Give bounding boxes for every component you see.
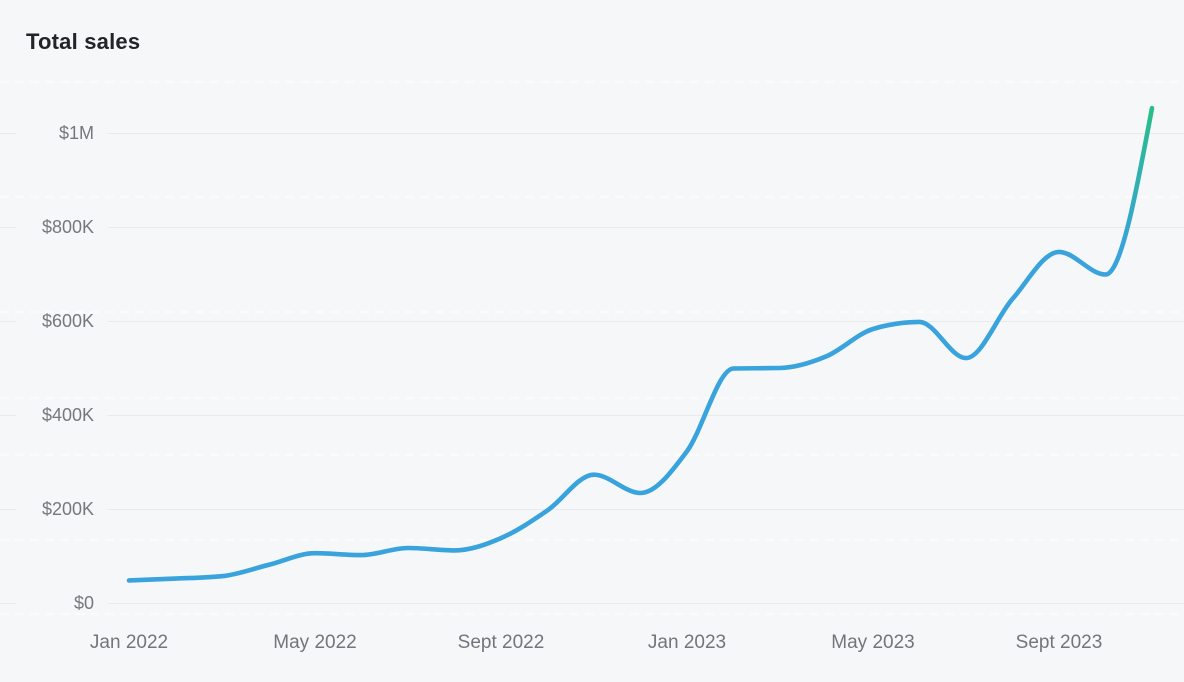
gridline [0,320,1184,322]
y-axis-label: $400K [16,402,108,428]
y-axis-label: $800K [16,214,108,240]
gridline [0,602,1184,604]
x-axis-label: Jan 2022 [89,632,169,653]
gridline [0,414,1184,416]
x-axis-label: Sept 2022 [457,632,545,653]
gridline [0,226,1184,228]
y-axis-label: $200K [16,496,108,522]
chart-title: Total sales [26,29,141,54]
y-axis-label: $1M [16,120,108,146]
x-axis-label: May 2022 [273,632,357,653]
gridline [0,508,1184,510]
x-axis-label: Jan 2023 [647,632,727,653]
x-axis-label: May 2023 [831,632,915,653]
y-axis-label: $0 [16,590,108,616]
sales-line-series [126,105,1155,583]
gridline [0,132,1184,134]
background-texture [0,80,1184,616]
x-axis-label: Sept 2023 [1015,632,1103,653]
